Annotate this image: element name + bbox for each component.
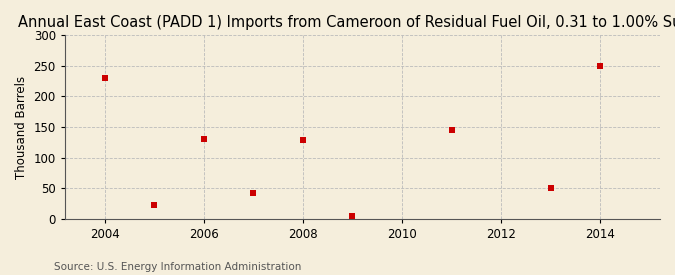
Point: [298, 138, 308, 143]
Point: [248, 191, 259, 195]
Text: Source: U.S. Energy Information Administration: Source: U.S. Energy Information Administ…: [54, 262, 301, 271]
Point: [148, 203, 159, 207]
Y-axis label: Thousand Barrels: Thousand Barrels: [15, 75, 28, 178]
Point: [198, 137, 209, 141]
Point: [99, 76, 110, 80]
Point: [595, 64, 606, 68]
Title: Annual East Coast (PADD 1) Imports from Cameroon of Residual Fuel Oil, 0.31 to 1: Annual East Coast (PADD 1) Imports from …: [18, 15, 675, 30]
Point: [545, 186, 556, 190]
Point: [347, 213, 358, 218]
Point: [446, 128, 457, 132]
